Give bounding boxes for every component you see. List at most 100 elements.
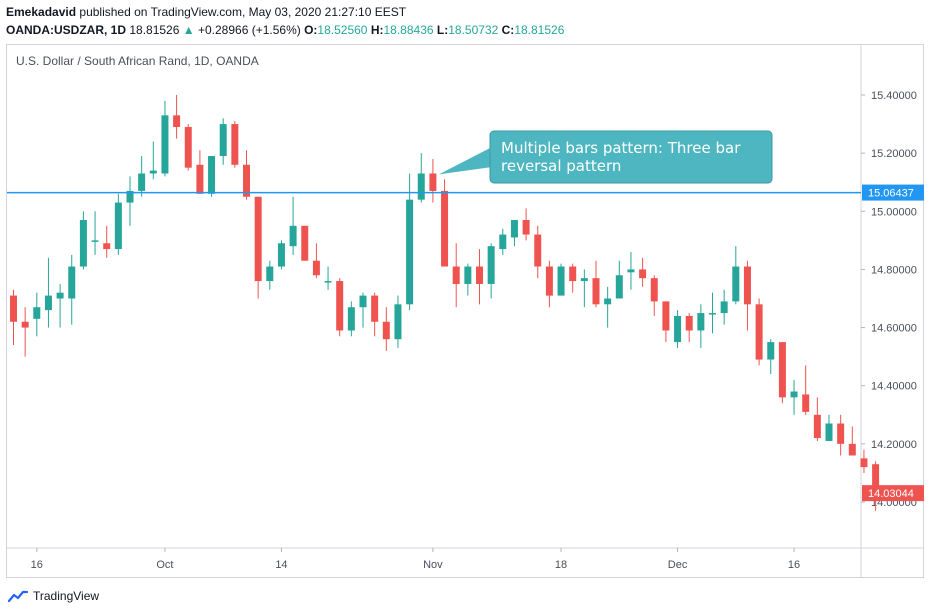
candle: [254, 196, 262, 299]
up-arrow-icon: ▲: [182, 23, 195, 37]
candle: [347, 301, 355, 337]
price-tick-label: 14.20000: [871, 439, 917, 451]
candle: [10, 289, 17, 346]
candle-body: [743, 266, 751, 305]
candle-body: [91, 240, 99, 242]
candle-body: [161, 115, 169, 174]
candle: [219, 118, 227, 165]
candle-body: [569, 266, 577, 282]
candle: [301, 225, 309, 261]
tradingview-brand[interactable]: TradingView: [33, 589, 100, 603]
candle-body: [732, 266, 740, 302]
candle: [790, 379, 798, 415]
candle: [149, 141, 157, 180]
candle-body: [103, 243, 111, 250]
annotation-text-line2: reversal pattern: [501, 157, 621, 175]
candle-body: [114, 202, 122, 250]
candle-body: [336, 281, 344, 331]
candle: [580, 269, 588, 308]
candle: [778, 342, 786, 404]
candle-body: [347, 307, 355, 331]
candle: [615, 260, 623, 299]
close-value: 18.81526: [514, 23, 565, 37]
author-name[interactable]: Emekadavid: [6, 5, 77, 19]
candle-body: [254, 196, 262, 282]
close-label: C:: [501, 23, 515, 37]
published-text: published on TradingView.com, May 03, 20…: [79, 5, 407, 19]
candle: [243, 150, 250, 200]
candle-body: [312, 260, 320, 276]
candle-body: [825, 423, 833, 441]
ohlc-line: OANDA:USDZAR, 1D 18.81526 ▲ +0.28966 (+1…: [6, 22, 564, 38]
candle: [674, 310, 682, 348]
candle-body: [709, 313, 716, 315]
candle: [324, 266, 332, 290]
candle-body: [860, 458, 868, 468]
candle: [114, 193, 122, 255]
footer: TradingView: [8, 589, 99, 603]
candle-body: [324, 281, 332, 283]
candle: [639, 257, 647, 287]
candle: [755, 298, 763, 366]
candle-body: [545, 266, 553, 296]
candle: [266, 260, 274, 290]
time-tick-label: 14: [275, 559, 287, 571]
tradingview-logo-icon[interactable]: [8, 589, 28, 603]
candle: [161, 100, 169, 177]
candle: [476, 249, 483, 305]
candle-body: [149, 170, 157, 174]
candle-body: [417, 173, 425, 200]
candle-body: [452, 266, 460, 284]
candle-body: [429, 173, 437, 191]
candle: [464, 263, 472, 296]
candle: [289, 196, 297, 255]
price-tick-label: 14.40000: [871, 381, 917, 393]
symbol-label: OANDA:USDZAR, 1D: [6, 23, 126, 37]
horizontal-line-price-label: 15.06437: [868, 188, 914, 200]
candle-body: [685, 315, 693, 331]
candle-body: [126, 190, 134, 203]
time-tick-label: 18: [555, 559, 567, 571]
candle: [557, 263, 565, 296]
candle-body: [767, 342, 775, 360]
candle-body: [872, 464, 880, 494]
candle-body: [79, 220, 87, 267]
candle: [429, 158, 437, 203]
last-price-label: 14.03044: [868, 488, 914, 500]
candle-body: [639, 269, 647, 279]
candle: [44, 257, 52, 328]
open-label: O:: [304, 23, 318, 37]
candle-body: [173, 115, 181, 127]
price-tick-label: 15.00000: [871, 206, 917, 218]
candle-body: [580, 278, 588, 282]
candle-body: [522, 220, 530, 235]
horizontal-line-price-tag: [862, 184, 924, 201]
time-tick-label: Nov: [423, 559, 443, 571]
candle-body: [802, 394, 810, 412]
candle-body: [755, 304, 763, 360]
candle: [184, 124, 192, 171]
candle: [138, 156, 146, 197]
candle-body: [196, 164, 204, 194]
candle: [208, 156, 216, 197]
candle: [534, 225, 542, 279]
candle: [487, 243, 495, 299]
candle-body: [208, 156, 216, 194]
candle-body: [33, 307, 41, 319]
price-tick-label: 15.40000: [871, 90, 917, 102]
candle-body: [289, 225, 297, 247]
price-tick-label: 15.20000: [871, 148, 917, 160]
candle: [592, 260, 600, 308]
high-label: H:: [370, 23, 384, 37]
time-tick-label: Dec: [668, 559, 688, 571]
candle-body: [184, 126, 192, 168]
candle: [720, 289, 728, 325]
candle-body: [650, 278, 658, 302]
candle: [371, 292, 379, 337]
candle: [68, 254, 76, 325]
candle-body: [674, 315, 682, 343]
chart-title: U.S. Dollar / South African Rand, 1D, OA…: [16, 54, 259, 68]
candle-body: [848, 443, 856, 456]
price-tick-label: 14.60000: [871, 323, 917, 335]
